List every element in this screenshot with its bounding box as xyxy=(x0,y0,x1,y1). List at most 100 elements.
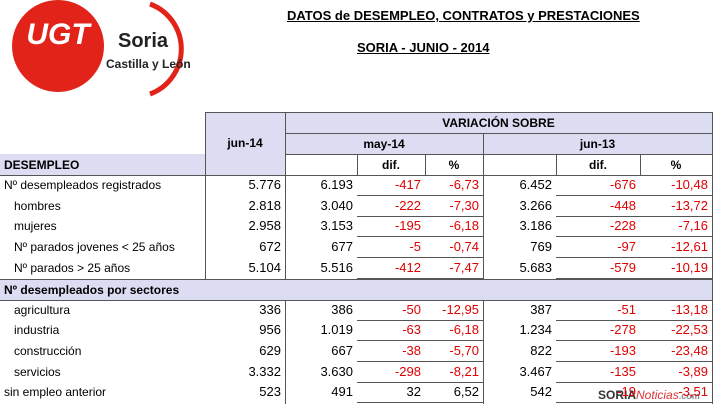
cell-value: 32 xyxy=(406,384,421,400)
row-label: mujeres xyxy=(14,219,57,234)
cell-value: -222 xyxy=(394,197,421,213)
cell-value: -7,30 xyxy=(449,197,479,213)
rule xyxy=(357,340,483,342)
cell-value: -13,18 xyxy=(671,301,708,317)
cell-value: 5.104 xyxy=(248,259,281,275)
watermark-suffix: Noticias xyxy=(636,388,679,402)
rule xyxy=(357,319,483,321)
cell-value: -12,95 xyxy=(442,301,479,317)
rule xyxy=(357,257,483,259)
cell-value: 523 xyxy=(259,384,281,400)
cell-value: -13,72 xyxy=(671,197,708,213)
rule xyxy=(357,402,483,404)
cell-value: 3.186 xyxy=(519,218,552,234)
cell-value: -0,74 xyxy=(449,239,479,255)
cell-value: -22,53 xyxy=(671,322,708,338)
cell-value: 3.630 xyxy=(320,363,353,379)
rule xyxy=(205,112,206,279)
cell-value: -5,70 xyxy=(449,342,479,358)
rule xyxy=(285,112,286,404)
cell-value: 3.467 xyxy=(519,363,552,379)
cell-value: 5.776 xyxy=(248,177,281,192)
rule xyxy=(357,360,483,362)
rule xyxy=(0,175,712,176)
rule xyxy=(556,257,712,259)
logo-city: Soria xyxy=(118,30,169,52)
logo-arc xyxy=(149,1,184,97)
cell-value: -7,16 xyxy=(678,218,708,234)
rule xyxy=(0,299,712,301)
header-pct: % xyxy=(448,158,460,172)
cell-value: 3.332 xyxy=(248,363,281,379)
cell-value: -298 xyxy=(394,363,421,379)
header-prev-month: may-14 xyxy=(363,137,405,151)
header-variation: VARIACIÓN SOBRE xyxy=(442,116,555,130)
section-title: DESEMPLEO xyxy=(4,158,80,172)
cell-value: -3,51 xyxy=(678,384,708,400)
cell-value: 677 xyxy=(331,239,353,255)
cell-value: -10,19 xyxy=(671,259,708,275)
cell-value: 2.818 xyxy=(248,197,281,213)
cell-value: -19 xyxy=(617,384,636,400)
cell-value: -38 xyxy=(402,342,421,358)
cell-value: 1.019 xyxy=(320,322,353,338)
rule xyxy=(0,278,712,280)
cell-value: -6,18 xyxy=(449,322,479,338)
row-label: industria xyxy=(14,323,60,338)
header-pct: % xyxy=(670,158,682,172)
cell-value: -7,47 xyxy=(449,259,479,275)
cell-value: 6,52 xyxy=(453,384,479,400)
cell-value: -579 xyxy=(609,259,636,275)
rule xyxy=(556,319,712,321)
cell-value: -228 xyxy=(609,218,636,234)
cell-value: 672 xyxy=(259,239,281,255)
rule xyxy=(640,154,641,175)
rule xyxy=(205,112,712,113)
cell-value: -278 xyxy=(609,322,636,338)
watermark-brand: SORIA xyxy=(598,388,637,402)
row-label: Nº parados > 25 años xyxy=(14,260,131,275)
cell-value: 5.516 xyxy=(320,259,353,275)
rule xyxy=(357,236,483,238)
rule xyxy=(556,360,712,362)
cell-value: 386 xyxy=(331,301,353,317)
cell-value: 5.683 xyxy=(519,259,552,275)
cell-value: 3.266 xyxy=(519,197,552,213)
row-label: agricultura xyxy=(14,302,71,317)
title: DATOS de DESEMPLEO, CONTRATOS y PRESTACI… xyxy=(287,8,640,23)
logo: UGT Soria Castilla y León xyxy=(12,0,191,97)
header-current: jun-14 xyxy=(227,136,263,150)
cell-value: 822 xyxy=(530,342,552,358)
row-label: Nº desempleados registrados xyxy=(4,178,162,192)
cell-value: 387 xyxy=(530,301,552,317)
cell-value: 6.452 xyxy=(519,177,552,192)
rule xyxy=(357,215,483,217)
rule xyxy=(556,195,712,196)
cell-value: 2.958 xyxy=(248,218,281,234)
cell-value: -23,48 xyxy=(671,342,708,358)
cell-value: 491 xyxy=(331,384,353,400)
cell-value: -10,48 xyxy=(671,177,708,192)
cell-value: 3.040 xyxy=(320,197,353,213)
row-label: sin empleo anterior xyxy=(4,385,107,400)
rule xyxy=(425,154,426,175)
rule xyxy=(556,381,712,383)
rule xyxy=(483,133,484,404)
cell-value: -8,21 xyxy=(449,363,479,379)
header-prev-year: jun-13 xyxy=(579,137,616,151)
header-cell xyxy=(205,112,285,175)
cell-value: -448 xyxy=(609,197,636,213)
cell-value: -97 xyxy=(617,239,636,255)
cell-value: 1.234 xyxy=(519,322,552,338)
watermark-domain: .com xyxy=(678,391,700,401)
row-label: Nº parados jovenes < 25 años xyxy=(14,240,175,255)
rule xyxy=(357,154,358,175)
rule xyxy=(556,277,712,279)
cell-value: -417 xyxy=(394,177,421,192)
rule xyxy=(556,215,712,217)
header-cell xyxy=(0,278,712,300)
cell-value: -3,89 xyxy=(678,363,708,379)
cell-value: 629 xyxy=(259,342,281,358)
rule xyxy=(285,154,712,155)
